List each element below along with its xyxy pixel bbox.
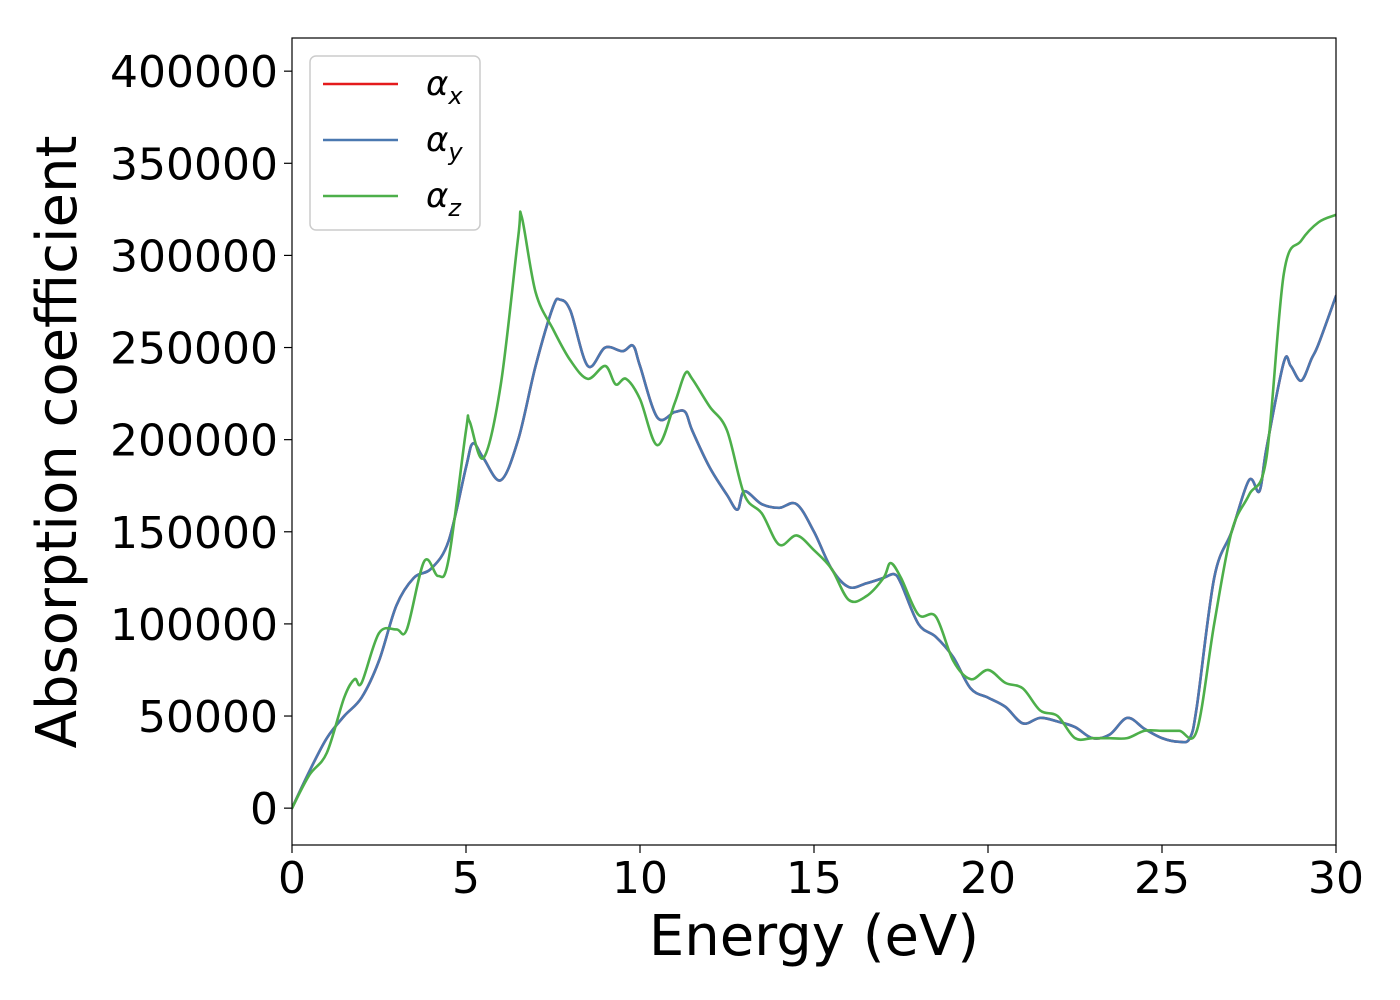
legend-box [309, 55, 481, 231]
x-tick-label: 15 [786, 853, 842, 904]
legend: αx αy αz [309, 55, 481, 231]
y-tick-label: 150000 [110, 508, 278, 559]
x-axis-label: Energy (eV) [649, 904, 979, 969]
y-tick-label: 100000 [110, 600, 278, 651]
legend-label-y: αy [426, 120, 463, 166]
x-tick-label: 10 [612, 853, 668, 904]
y-tick-label: 0 [250, 784, 278, 835]
y-tick-label: 300000 [110, 231, 278, 282]
y-tick-label: 250000 [110, 324, 278, 375]
series-line-z [292, 210, 1336, 810]
y-tick-label: 50000 [138, 692, 278, 743]
x-tick-label: 0 [278, 853, 306, 904]
series-layer [292, 210, 1336, 810]
x-tick-label: 25 [1134, 853, 1190, 904]
legend-label-z: αz [426, 176, 462, 222]
x-tick-label: 5 [452, 853, 480, 904]
y-tick-label: 200000 [110, 416, 278, 467]
x-axis-ticks: 0 5 10 15 20 25 30 [278, 845, 1364, 904]
y-tick-label: 350000 [110, 139, 278, 190]
x-tick-label: 20 [960, 853, 1016, 904]
series-line-y [292, 294, 1336, 810]
legend-label-x: αx [426, 64, 463, 110]
x-tick-label: 30 [1308, 853, 1364, 904]
y-axis-ticks: 0 50000 100000 150000 200000 250000 300000 3500… [110, 47, 292, 835]
legend-items: αx αy αz [323, 64, 463, 222]
y-tick-label: 400000 [110, 47, 278, 98]
y-axis-label: Absorption coefficient [25, 136, 90, 749]
